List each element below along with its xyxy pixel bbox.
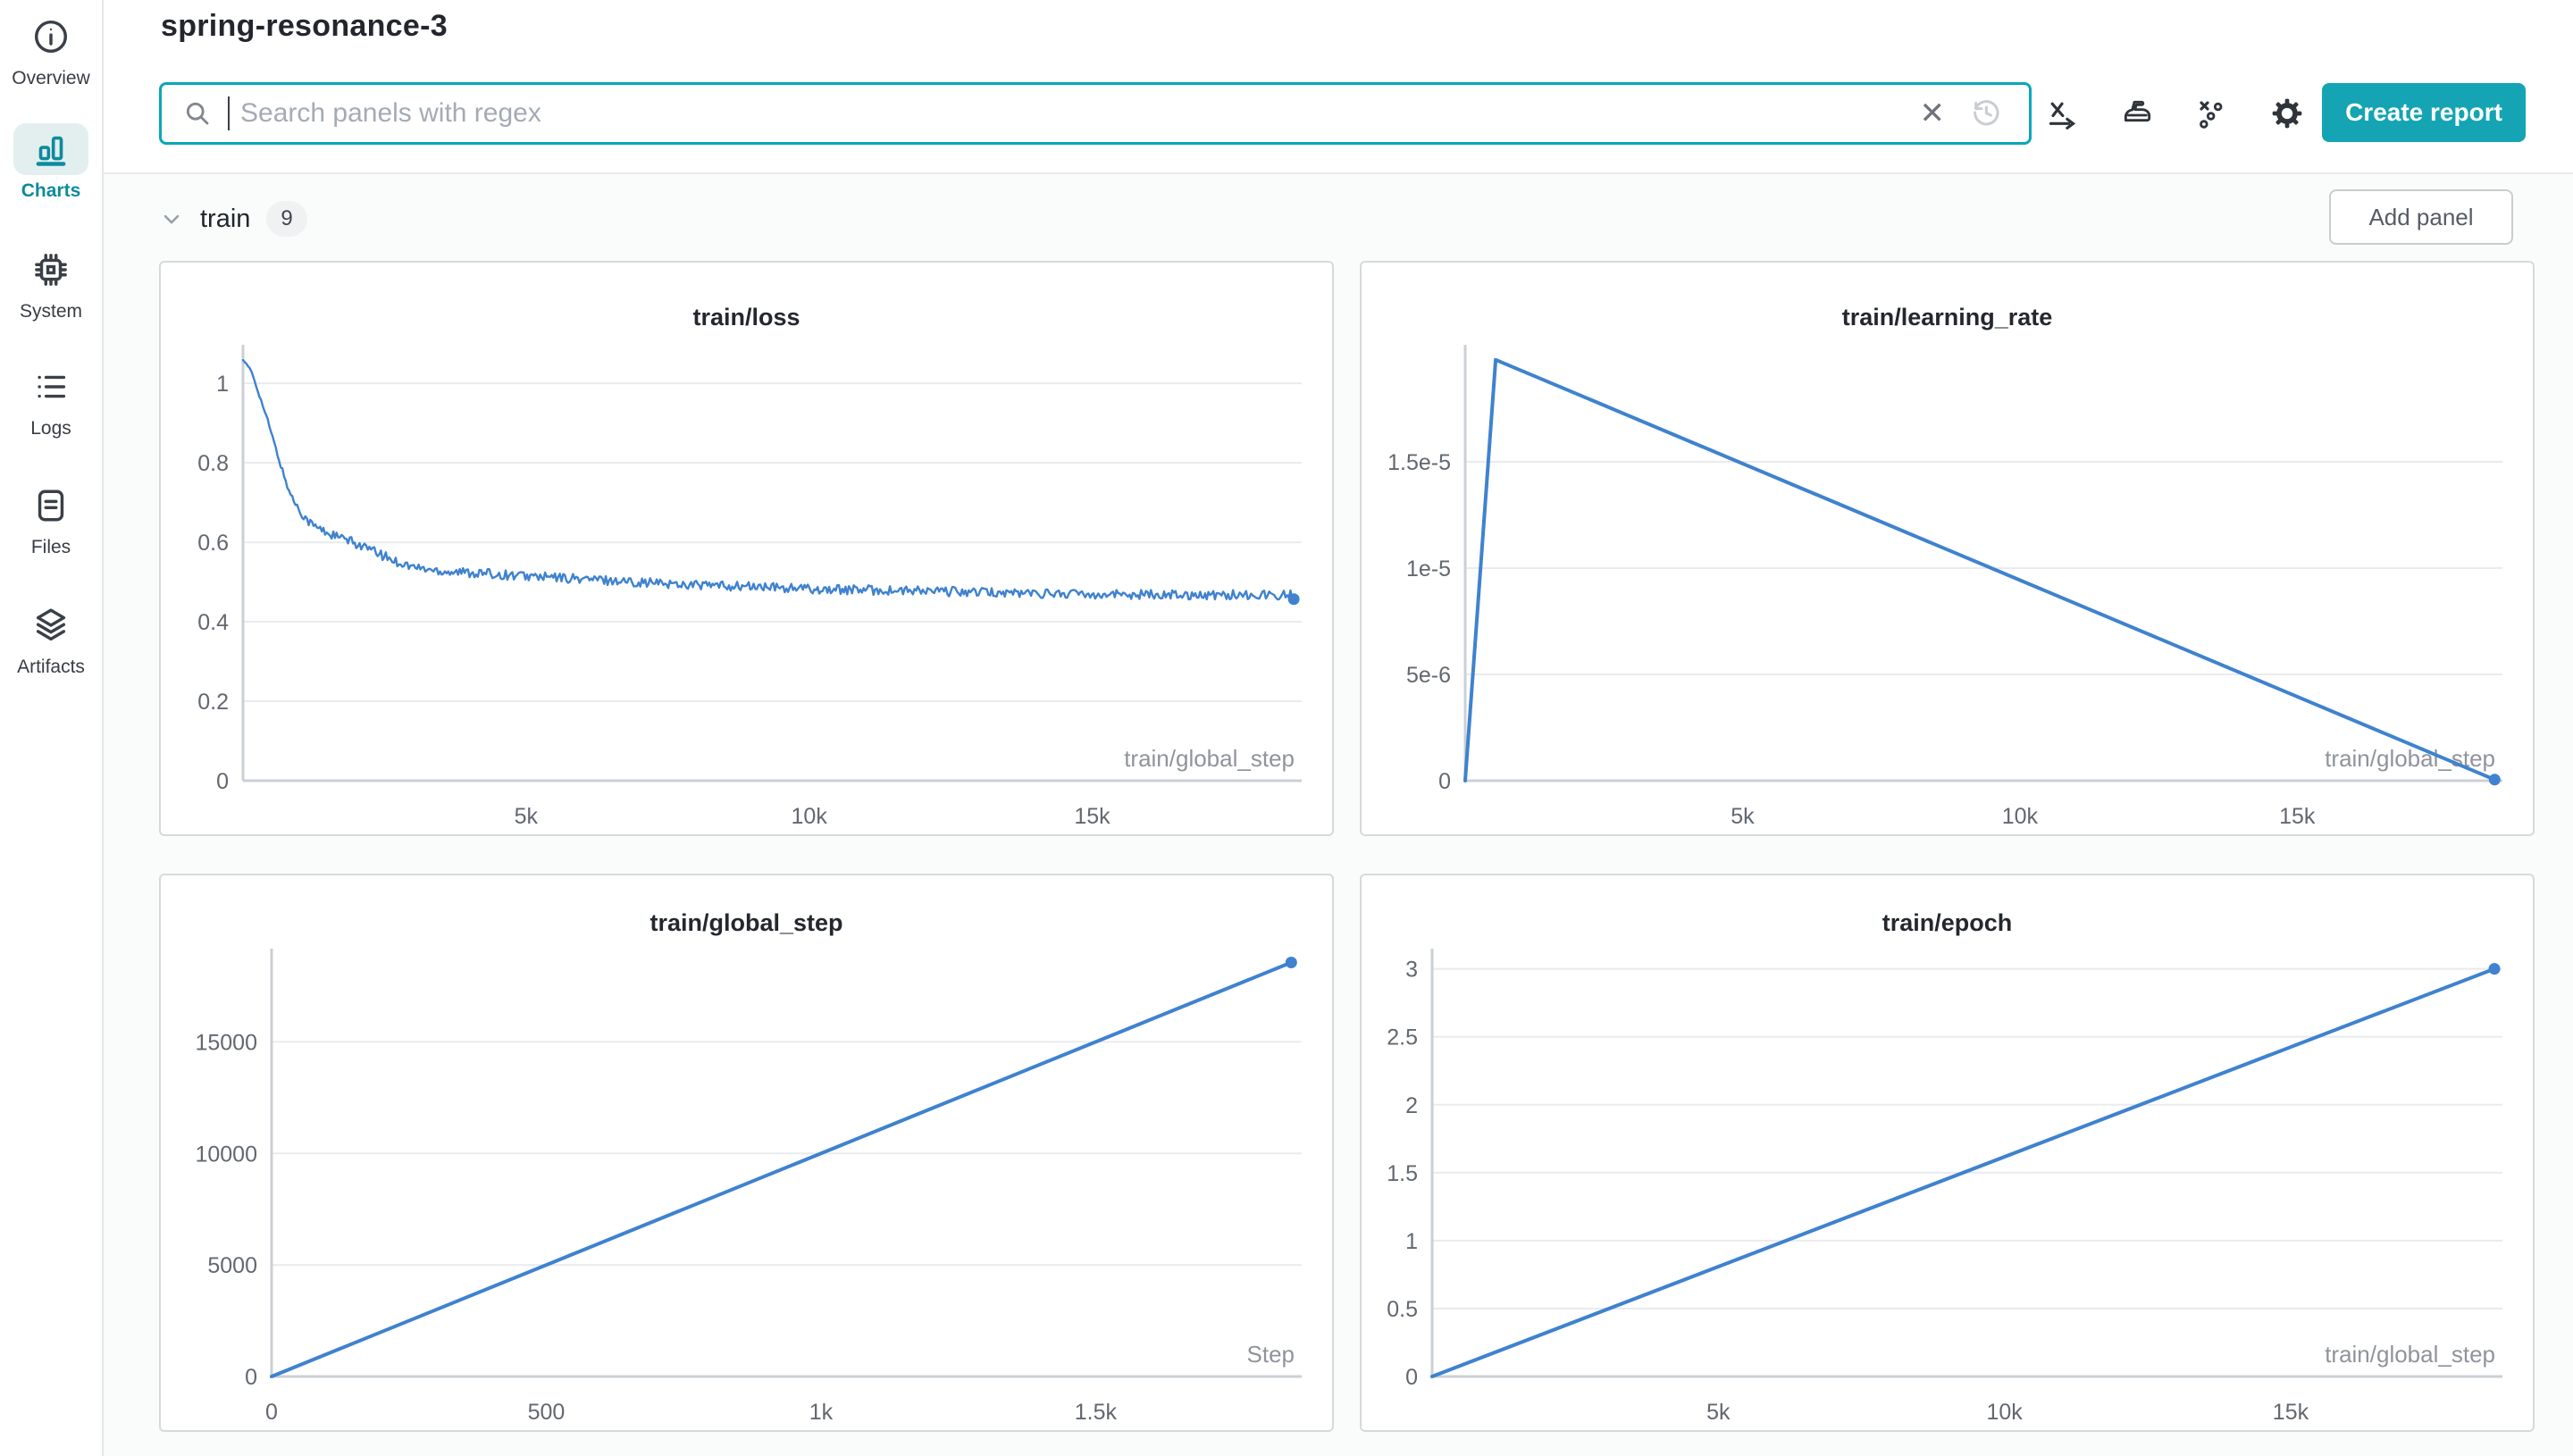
page-title: spring-resonance-3 <box>161 9 448 43</box>
document-icon <box>13 480 88 531</box>
svg-text:5k: 5k <box>1706 1400 1731 1425</box>
outliers-icon[interactable] <box>2194 96 2230 131</box>
svg-text:2: 2 <box>1405 1093 1418 1118</box>
header-divider <box>104 172 2573 174</box>
svg-text:5k: 5k <box>1731 804 1755 829</box>
sidebar-item-label: Files <box>30 537 71 557</box>
svg-text:10000: 10000 <box>195 1142 257 1167</box>
sidebar-item-label: System <box>19 301 82 322</box>
svg-text:5e-6: 5e-6 <box>1406 663 1451 688</box>
clock-history-icon[interactable] <box>1963 95 2009 133</box>
svg-text:2.5: 2.5 <box>1387 1025 1418 1050</box>
svg-text:0: 0 <box>245 1365 257 1390</box>
sidebar-item-overview[interactable]: Overview <box>0 11 102 89</box>
sidebar-item-label: Logs <box>30 418 71 439</box>
sidebar-item-system[interactable]: System <box>0 244 102 322</box>
chevron-down-icon[interactable] <box>159 206 184 231</box>
svg-text:0: 0 <box>1405 1365 1418 1390</box>
section-title: train <box>200 204 251 233</box>
search-icon <box>186 102 209 125</box>
svg-text:Step: Step <box>1247 1341 1295 1368</box>
chart-title: train/epoch <box>1882 909 2013 936</box>
info-icon <box>13 11 88 63</box>
train-epoch-chart[interactable]: 0 0.5 1 1.5 2 2.5 3 5k 10k 15k train/global_step <box>1362 933 2533 1430</box>
svg-text:10k: 10k <box>1986 1400 2023 1425</box>
panel-count-badge: 9 <box>266 201 307 237</box>
svg-text:1: 1 <box>1405 1229 1418 1254</box>
chart-title: train/global_step <box>650 909 843 936</box>
svg-text:train/global_step: train/global_step <box>1124 745 1295 772</box>
panel-train-learning-rate[interactable]: train/learning_rate 0 5e-6 1e-5 1.5e-5 5k 10k… <box>1360 261 2535 836</box>
section-header-train: train 9 <box>159 201 307 237</box>
search-box[interactable]: ✕ <box>159 82 2032 145</box>
text-caret <box>228 96 230 130</box>
svg-text:1k: 1k <box>809 1400 834 1425</box>
train-global-step-chart[interactable]: 0 5000 10000 15000 0 500 1k 1.5k Step <box>161 933 1332 1430</box>
svg-text:15k: 15k <box>2273 1400 2309 1425</box>
x-clear-icon[interactable]: ✕ <box>1907 98 1958 129</box>
svg-text:5000: 5000 <box>207 1253 257 1278</box>
sidebar: Overview Charts System Log <box>0 0 104 1456</box>
svg-text:1e-5: 1e-5 <box>1406 556 1451 582</box>
add-panel-button[interactable]: Add panel <box>2329 189 2513 245</box>
svg-text:15k: 15k <box>2279 804 2316 829</box>
svg-text:0: 0 <box>216 769 229 794</box>
chart-title: train/loss <box>692 304 800 331</box>
bar-chart-icon <box>13 123 88 175</box>
svg-text:3: 3 <box>1405 958 1418 983</box>
svg-text:0.4: 0.4 <box>197 610 229 635</box>
sidebar-item-label: Overview <box>12 68 90 88</box>
svg-text:1.5k: 1.5k <box>1075 1400 1118 1425</box>
svg-text:5k: 5k <box>515 804 539 829</box>
sidebar-item-artifacts[interactable]: Artifacts <box>0 599 102 678</box>
svg-text:15000: 15000 <box>195 1030 257 1055</box>
cpu-chip-icon <box>13 244 88 296</box>
sidebar-item-charts[interactable]: Charts <box>0 123 102 202</box>
search-input[interactable] <box>235 98 1902 129</box>
sidebar-item-logs[interactable]: Logs <box>0 361 102 439</box>
sidebar-item-files[interactable]: Files <box>0 480 102 558</box>
svg-text:0.5: 0.5 <box>1387 1297 1418 1322</box>
svg-text:1: 1 <box>216 372 229 397</box>
panels-workspace: train 9 Add panel train/loss 0 0.2 0.4 0.6 0… <box>104 174 2573 1456</box>
x-axis-icon[interactable] <box>2044 96 2080 131</box>
svg-text:1.5e-5: 1.5e-5 <box>1387 450 1451 475</box>
svg-text:0.2: 0.2 <box>197 690 229 715</box>
layers-icon <box>13 599 88 651</box>
svg-text:train/global_step: train/global_step <box>2325 1341 2495 1368</box>
smoothing-iron-icon[interactable] <box>2119 96 2155 131</box>
svg-text:15k: 15k <box>1074 804 1110 829</box>
panel-train-global-step[interactable]: train/global_step 0 5000 10000 15000 0 500 1k 1… <box>159 874 1334 1432</box>
svg-text:10k: 10k <box>792 804 828 829</box>
svg-text:0.8: 0.8 <box>197 451 229 476</box>
svg-text:500: 500 <box>528 1400 566 1425</box>
sidebar-item-label: Charts <box>21 180 81 201</box>
list-icon <box>13 361 88 413</box>
create-report-button[interactable]: Create report <box>2322 83 2526 142</box>
svg-text:1.5: 1.5 <box>1387 1161 1418 1186</box>
svg-text:0.6: 0.6 <box>197 531 229 556</box>
svg-text:10k: 10k <box>2002 804 2039 829</box>
chart-toolbar <box>2044 82 2305 145</box>
svg-text:0: 0 <box>1438 769 1451 794</box>
panel-train-loss[interactable]: train/loss 0 0.2 0.4 0.6 0.8 1 5k 10k 15k train/g… <box>159 261 1334 836</box>
svg-text:0: 0 <box>265 1400 278 1425</box>
chart-title: train/learning_rate <box>1841 304 2053 331</box>
settings-gear-icon[interactable] <box>2269 96 2305 131</box>
sidebar-item-label: Artifacts <box>17 657 85 677</box>
panel-train-epoch[interactable]: train/epoch 0 0.5 1 1.5 2 2.5 3 5k 10k 15k train/g… <box>1360 874 2535 1432</box>
